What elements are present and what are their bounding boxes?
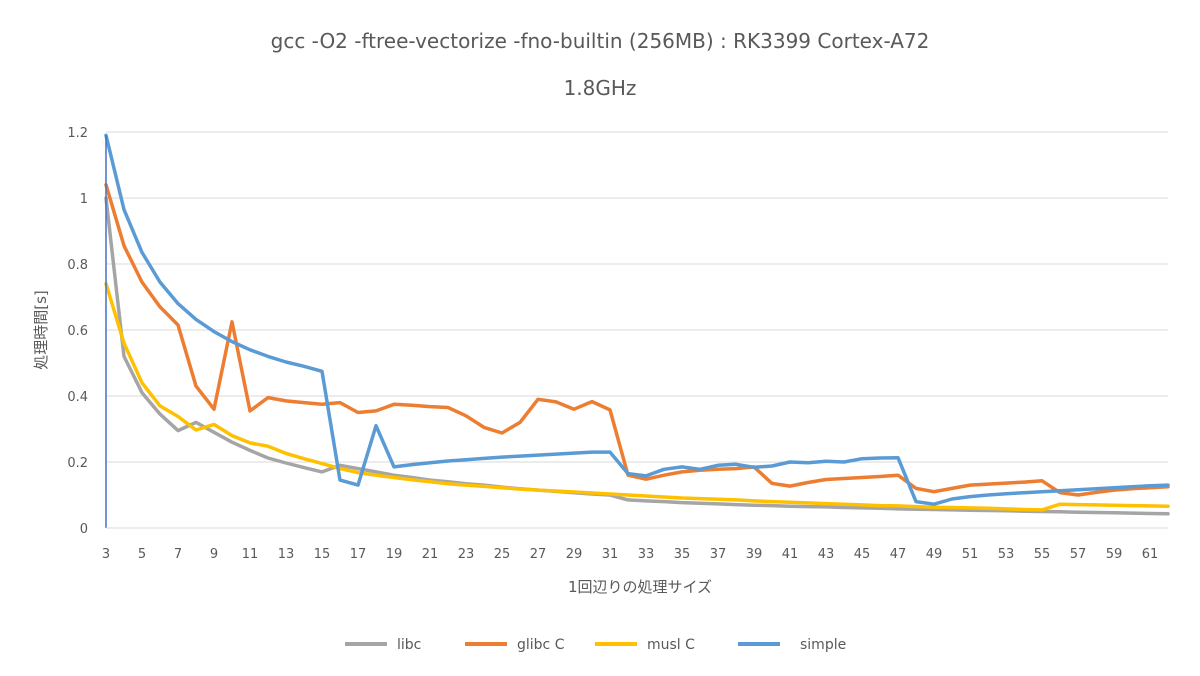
y-axis-ticks: 0 0.2 0.4 0.6 0.8 1 1.2 (67, 126, 88, 537)
x-tick-label: 19 (386, 547, 403, 562)
x-tick-label: 61 (1142, 547, 1159, 562)
series-line-simple (104, 133, 1170, 506)
x-tick-label: 51 (962, 547, 979, 562)
x-tick-label: 21 (422, 547, 439, 562)
series-lines (104, 133, 1170, 528)
y-tick-label: 0.6 (67, 324, 88, 339)
x-tick-label: 11 (242, 547, 259, 562)
x-tick-label: 53 (998, 547, 1015, 562)
y-tick-label: 1 (80, 192, 88, 207)
x-tick-label: 47 (890, 547, 907, 562)
x-tick-label: 17 (350, 547, 367, 562)
y-tick-label: 0.4 (67, 390, 88, 405)
series-line-musl-c (104, 282, 1170, 512)
x-tick-label: 31 (602, 547, 619, 562)
x-tick-label: 33 (638, 547, 655, 562)
y-axis-title: 処理時間[s] (32, 290, 50, 370)
y-tick-label: 0.2 (67, 456, 88, 471)
chart-subtitle: 1.8GHz (564, 76, 637, 100)
x-tick-label: 41 (782, 547, 799, 562)
x-tick-label: 35 (674, 547, 691, 562)
x-tick-label: 49 (926, 547, 943, 562)
x-tick-label: 15 (314, 547, 331, 562)
x-axis-title: 1回辺りの処理サイズ (568, 578, 712, 596)
gridlines (106, 131, 1168, 463)
legend-label: simple (800, 637, 846, 653)
legend: libc glibc C musl C simple (345, 637, 846, 653)
legend-label: musl C (647, 637, 695, 653)
x-tick-label: 45 (854, 547, 871, 562)
series-line-libc (104, 196, 1170, 516)
y-tick-label: 0.8 (67, 258, 88, 273)
x-tick-label: 37 (710, 547, 727, 562)
chart-title: gcc -O2 -ftree-vectorize -fno-builtin (2… (271, 29, 930, 53)
x-tick-label: 3 (102, 547, 110, 562)
x-tick-label: 13 (278, 547, 295, 562)
x-tick-label: 27 (530, 547, 547, 562)
x-tick-label: 25 (494, 547, 511, 562)
legend-label: libc (397, 637, 421, 653)
x-tick-label: 55 (1034, 547, 1051, 562)
x-tick-label: 39 (746, 547, 763, 562)
x-tick-label: 57 (1070, 547, 1087, 562)
x-tick-label: 29 (566, 547, 583, 562)
x-tick-label: 43 (818, 547, 835, 562)
x-tick-label: 23 (458, 547, 475, 562)
x-tick-label: 7 (174, 547, 182, 562)
legend-label: glibc C (517, 637, 565, 653)
series-line-glibc-c (104, 183, 1170, 497)
y-tick-label: 0 (80, 522, 88, 537)
x-tick-label: 5 (138, 547, 146, 562)
x-axis-ticks: 3 5 7 9 11 13 15 17 19 21 23 25 27 29 31 33 35 37 39 41 43 45… (102, 547, 1158, 562)
x-tick-label: 59 (1106, 547, 1123, 562)
x-tick-label: 9 (210, 547, 218, 562)
y-tick-label: 1.2 (67, 126, 88, 141)
